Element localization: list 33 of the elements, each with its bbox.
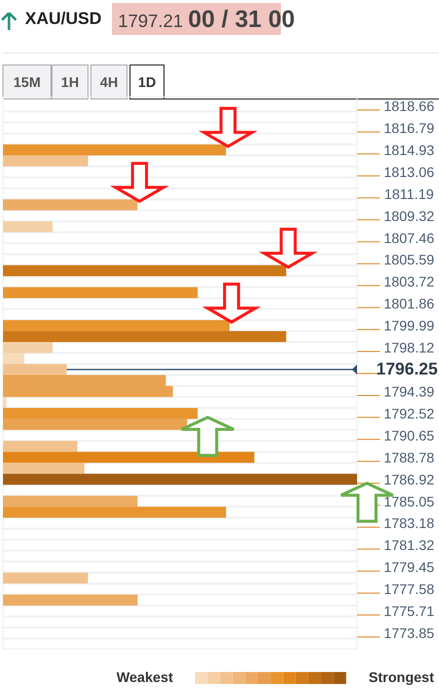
y-tick-label: 1794.39	[384, 383, 435, 400]
y-tick-label: 1814.93	[384, 142, 435, 158]
y-tick-label: 1796.25	[376, 360, 438, 378]
y-tick-label: 1773.85	[384, 625, 435, 641]
text: 15M	[13, 74, 41, 90]
y-tick-label: 1798.12	[384, 340, 435, 356]
y-tick-label: 1818.66	[384, 98, 435, 114]
y-tick-label: 1792.52	[384, 405, 435, 422]
y-tick-label: 1781.32	[384, 537, 435, 554]
text: 1D	[138, 74, 156, 90]
y-tick-label: 1809.32	[384, 208, 435, 224]
y-tick-label: 1779.45	[384, 559, 435, 576]
y-tick-label: 1811.19	[384, 186, 434, 202]
y-tick-label: 1807.46	[384, 230, 435, 246]
y-tick-label: 1783.18	[384, 515, 435, 532]
y-tick-label: 1785.05	[384, 493, 435, 510]
y-tick-label: 1803.72	[384, 274, 435, 290]
y-tick-label: 1801.86	[384, 296, 435, 312]
text: Strongest	[368, 669, 434, 685]
y-tick-label: 1790.65	[384, 427, 435, 444]
chart-title: XAU/USD	[25, 9, 102, 28]
y-tick-label: 1805.59	[384, 252, 435, 268]
y-tick-label: 1786.92	[384, 471, 435, 488]
y-tick-label: 1775.71	[384, 603, 435, 620]
text: Weakest	[116, 669, 174, 685]
y-tick-label: 1799.99	[384, 318, 435, 334]
text: 4H	[100, 74, 118, 90]
y-tick-label: 1816.79	[384, 120, 435, 136]
y-tick-label: 1777.58	[384, 581, 435, 598]
text: 1H	[61, 74, 79, 90]
y-tick-label: 1813.06	[384, 164, 435, 180]
chart-subtitle: 1797.21 00 / 31 00	[118, 6, 295, 33]
y-tick-label: 1788.78	[384, 449, 435, 466]
